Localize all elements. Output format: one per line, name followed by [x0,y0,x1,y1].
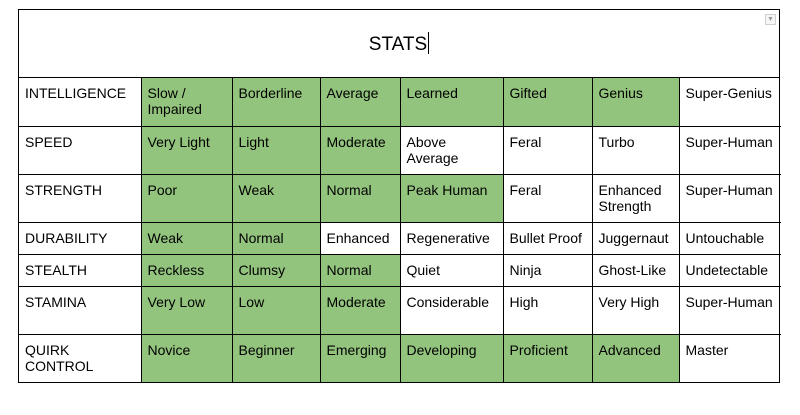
stat-level-cell[interactable]: Ghost-Like [591,253,680,287]
stat-level-cell[interactable]: Normal [319,253,401,287]
stat-label[interactable]: STAMINA [19,285,142,335]
stat-label[interactable]: SPEED [19,125,142,175]
stat-label[interactable]: STRENGTH [19,173,142,223]
dropdown-arrow-icon[interactable]: ▼ [765,14,776,25]
stat-level-cell[interactable]: Borderline [231,78,321,127]
stat-level-cell[interactable]: Super-Genius [678,78,781,127]
stat-level-cell[interactable]: Peak Human [399,173,504,223]
stat-level-cell[interactable]: Ninja [502,253,593,287]
stats-table-container: STATS ▼ INTELLIGENCE Slow / Impaired Borde… [18,9,781,383]
stat-level-cell[interactable]: Enhanced [319,221,401,255]
table-row: SPEED Very Light Light Moderate Above Averag… [19,125,781,175]
table-row: DURABILITY Weak Normal Enhanced Regenerative… [19,221,781,255]
stat-level-cell[interactable]: Above Average [399,125,504,175]
table-row: STEALTH Reckless Clumsy Normal Quiet Ninja Gho… [19,253,781,287]
stat-level-cell[interactable]: Light [231,125,321,175]
stat-level-cell[interactable]: Slow / Impaired [140,78,233,127]
stat-level-cell[interactable]: Proficient [502,333,593,382]
stat-level-cell[interactable]: Super-Human [678,173,781,223]
table-title[interactable]: STATS [368,31,430,55]
stat-level-cell[interactable]: Super-Human [678,285,781,335]
stat-level-cell[interactable]: Very Low [140,285,233,335]
stat-level-cell[interactable]: Turbo [591,125,680,175]
stat-level-cell[interactable]: Learned [399,78,504,127]
stat-level-cell[interactable]: Emerging [319,333,401,382]
stat-level-cell[interactable]: Average [319,78,401,127]
table-row: STRENGTH Poor Weak Normal Peak Human Feral Enh… [19,173,781,223]
stat-level-cell[interactable]: Regenerative [399,221,504,255]
stat-level-cell[interactable]: Feral [502,125,593,175]
stat-level-cell[interactable]: Feral [502,173,593,223]
stat-level-cell[interactable]: High [502,285,593,335]
stat-level-cell[interactable]: Very Light [140,125,233,175]
table-row: QUIRK CONTROL Novice Beginner Emerging Devel… [19,333,781,382]
stat-level-cell[interactable]: Very High [591,285,680,335]
stat-level-cell[interactable]: Normal [231,221,321,255]
title-row[interactable]: STATS ▼ [19,10,779,78]
stat-label[interactable]: QUIRK CONTROL [19,333,142,382]
stat-level-cell[interactable]: Gifted [502,78,593,127]
stat-level-cell[interactable]: Low [231,285,321,335]
stat-level-cell[interactable]: Enhanced Strength [591,173,680,223]
stat-level-cell[interactable]: Poor [140,173,233,223]
stat-level-cell[interactable]: Moderate [319,125,401,175]
stat-level-cell[interactable]: Developing [399,333,504,382]
stat-level-cell[interactable]: Quiet [399,253,504,287]
stat-level-cell[interactable]: Beginner [231,333,321,382]
text-cursor [428,31,430,54]
table-row: INTELLIGENCE Slow / Impaired Borderline Ave… [19,78,781,127]
stat-level-cell[interactable]: Juggernaut [591,221,680,255]
stat-level-cell[interactable]: Bullet Proof [502,221,593,255]
stat-level-cell[interactable]: Novice [140,333,233,382]
stat-level-cell[interactable]: Moderate [319,285,401,335]
stat-level-cell[interactable]: Super-Human [678,125,781,175]
stat-label[interactable]: INTELLIGENCE [19,78,142,127]
stat-level-cell[interactable]: Weak [140,221,233,255]
stat-level-cell[interactable]: Master [678,333,781,382]
stat-level-cell[interactable]: Undetectable [678,253,781,287]
stat-level-cell[interactable]: Reckless [140,253,233,287]
stat-level-cell[interactable]: Untouchable [678,221,781,255]
stat-level-cell[interactable]: Weak [231,173,321,223]
stat-label[interactable]: DURABILITY [19,221,142,255]
stats-table: INTELLIGENCE Slow / Impaired Borderline Ave… [19,78,781,382]
stat-level-cell[interactable]: Advanced [591,333,680,382]
stat-label[interactable]: STEALTH [19,253,142,287]
stat-level-cell[interactable]: Considerable [399,285,504,335]
table-row: STAMINA Very Low Low Moderate Considerable Hi… [19,285,781,335]
stat-level-cell[interactable]: Clumsy [231,253,321,287]
stat-level-cell[interactable]: Genius [591,78,680,127]
stat-level-cell[interactable]: Normal [319,173,401,223]
